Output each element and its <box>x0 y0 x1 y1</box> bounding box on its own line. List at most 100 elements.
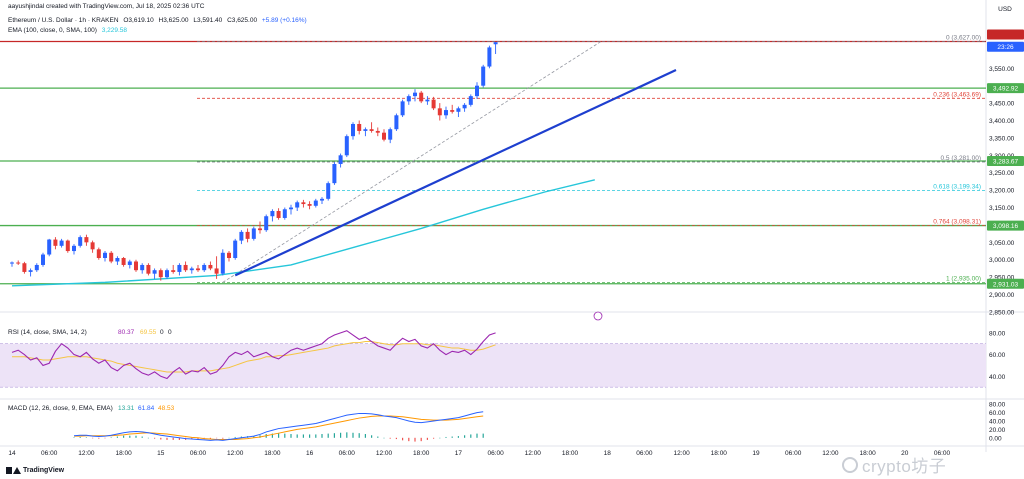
candle-body <box>425 99 430 102</box>
macd-hist-bar <box>129 435 131 438</box>
candle-body <box>245 231 250 239</box>
tradingview-logo[interactable]: TradingView <box>6 466 64 474</box>
fib-level-label: 0.5 (3,281.00) <box>941 155 981 162</box>
time-tick-label: 14 <box>8 450 16 457</box>
time-tick-label: 06:00 <box>934 450 951 457</box>
candle-body <box>202 264 207 271</box>
macd-hist-bar <box>234 436 236 438</box>
price-tag-label: 3,492.92 <box>993 86 1019 93</box>
time-tick-label: 15 <box>157 450 165 457</box>
macd-hist-bar <box>278 433 280 438</box>
candle-body <box>96 249 101 259</box>
macd-hist-bar <box>464 435 466 438</box>
macd-hist-bar <box>346 432 348 438</box>
watermark-icon <box>842 456 858 473</box>
close-value: C3,625.00 <box>227 17 258 24</box>
candle-body <box>419 92 424 102</box>
symbol-title: Ethereum / U.S. Dollar · 1h · KRAKEN <box>8 17 119 24</box>
candle-body <box>270 211 275 217</box>
time-tick-label: 06:00 <box>339 450 356 457</box>
candle-body <box>369 129 374 131</box>
macd-hist-bar <box>104 437 106 439</box>
rsi-extra-value: 0 <box>160 329 164 336</box>
candle-body <box>468 96 473 105</box>
candle-body <box>65 240 70 252</box>
macd-hist-bar <box>73 437 75 438</box>
candle-body <box>338 155 343 165</box>
candle-body <box>357 123 362 131</box>
ema-legend[interactable]: EMA (100, close, 0, SMA, 100) 3,229.58 <box>8 27 130 34</box>
candle-body <box>450 110 455 112</box>
candle-body <box>220 252 225 274</box>
price-tag-label: 2,931.03 <box>993 281 1019 288</box>
candle-body <box>109 252 114 262</box>
candle-body <box>10 262 14 264</box>
macd-hist-bar <box>327 433 329 438</box>
macd-hist-bar <box>457 436 459 438</box>
candle-body <box>140 264 145 271</box>
macd-hist-bar <box>445 436 447 438</box>
trendline <box>234 69 677 277</box>
time-tick-label: 18:00 <box>859 450 876 457</box>
macd-hist-bar <box>476 433 478 438</box>
price-tick-label: 2,900.00 <box>989 292 1015 299</box>
price-tick-label: 3,000.00 <box>989 257 1015 264</box>
macd-hist-bar <box>154 437 156 439</box>
macd-hist-bar <box>470 434 472 438</box>
macd-hist-bar <box>178 437 180 440</box>
candle-body <box>152 270 157 274</box>
price-tick-label: 3,050.00 <box>989 240 1015 247</box>
macd-hist-bar <box>309 434 311 438</box>
macd-hist-bar <box>364 434 366 438</box>
time-tick-label: 18 <box>604 450 612 457</box>
candle-body <box>394 115 399 130</box>
candle-body <box>413 92 417 97</box>
time-tick-label: 12:00 <box>78 450 95 457</box>
macd-hist-bar <box>110 437 112 438</box>
rsi-tick-label: 80.00 <box>989 330 1006 337</box>
candle-body <box>127 261 132 265</box>
candle-body <box>72 245 76 252</box>
macd-value: 61.84 <box>138 405 155 412</box>
candle-body <box>189 268 194 271</box>
candle-body <box>326 183 331 199</box>
macd-hist-bar <box>352 432 354 438</box>
price-tick-label: 3,550.00 <box>989 66 1015 73</box>
macd-signal-line <box>74 415 484 440</box>
price-tag-label: 23:26 <box>997 44 1014 51</box>
candle-body <box>53 239 58 246</box>
time-tick-label: 18:00 <box>711 450 728 457</box>
time-tick-label: 12:00 <box>673 450 690 457</box>
macd-hist-bar <box>271 433 273 438</box>
time-tick-label: 06:00 <box>636 450 653 457</box>
time-tick-label: 18:00 <box>264 450 281 457</box>
macd-hist-bar <box>240 436 242 438</box>
macd-hist-bar <box>209 437 211 440</box>
candle-body <box>59 240 64 246</box>
candle-body <box>90 242 95 250</box>
fib-level-label: 1 (2,935.00) <box>946 275 981 282</box>
candle-body <box>332 164 337 184</box>
candle-body <box>375 130 380 133</box>
candle-body <box>289 207 293 210</box>
macd-hist-bar <box>222 437 224 439</box>
candle-body <box>295 202 300 208</box>
macd-hist-bar <box>420 437 422 442</box>
macd-tick-label: 80.00 <box>989 402 1006 409</box>
macd-hist-bar <box>123 435 125 438</box>
high-value: H3,625.00 <box>158 17 189 24</box>
candle-body <box>227 252 231 259</box>
candle-body <box>165 270 169 278</box>
macd-line <box>73 411 484 441</box>
candle-body <box>134 261 138 271</box>
time-tick-label: 12:00 <box>822 450 839 457</box>
candle-body <box>481 66 486 86</box>
time-tick-label: 12:00 <box>525 450 542 457</box>
candle-body <box>146 264 151 274</box>
candle-body <box>493 42 498 45</box>
price-tag-label: 3,098.16 <box>993 223 1019 230</box>
macd-hist-bar <box>302 434 304 438</box>
price-tag <box>987 156 1024 167</box>
price-tick-label: 2,850.00 <box>989 309 1015 316</box>
